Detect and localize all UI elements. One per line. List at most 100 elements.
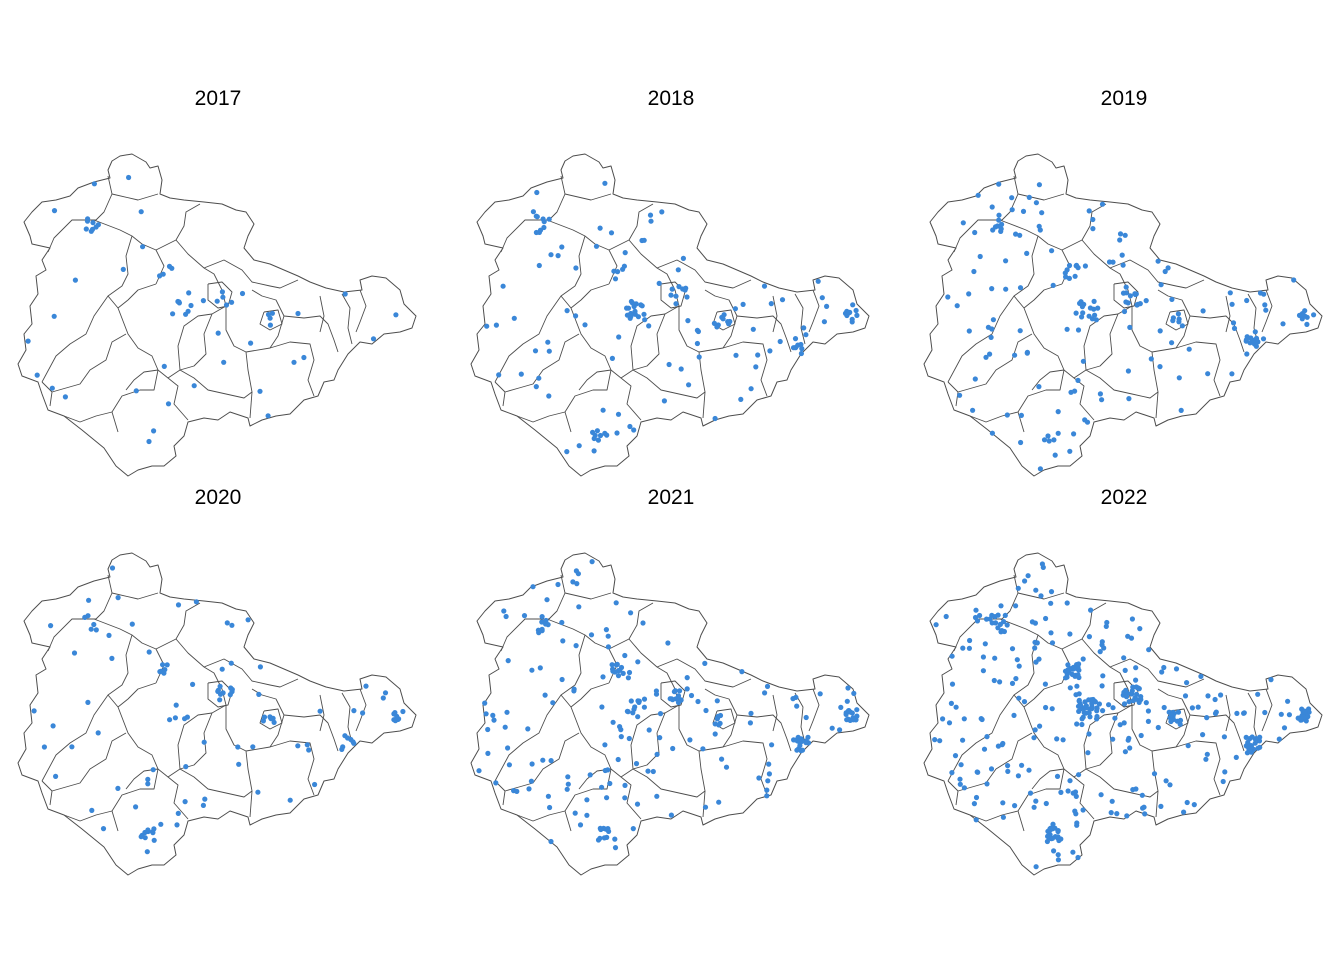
location-point <box>750 326 756 332</box>
location-point <box>1017 232 1023 238</box>
location-point <box>530 584 536 590</box>
district-boundary <box>203 658 299 688</box>
location-point <box>151 428 157 434</box>
location-point <box>668 812 674 818</box>
location-point <box>838 704 844 710</box>
district-boundary <box>177 313 213 371</box>
location-point <box>762 690 768 696</box>
location-point <box>849 316 855 322</box>
location-point <box>564 449 570 455</box>
location-point <box>966 645 972 651</box>
location-point <box>1127 324 1133 330</box>
location-point <box>1055 857 1061 863</box>
location-point <box>485 726 491 733</box>
location-point <box>217 697 223 703</box>
location-point <box>1045 433 1051 439</box>
location-point <box>576 604 582 610</box>
location-point <box>1036 182 1042 188</box>
location-point <box>630 826 636 832</box>
location-point <box>1067 448 1073 454</box>
district-boundary <box>155 249 165 285</box>
location-point <box>151 837 157 843</box>
location-point <box>854 713 860 719</box>
location-point <box>228 660 234 666</box>
location-point <box>990 317 996 323</box>
location-point <box>1110 736 1116 742</box>
location-point <box>687 737 693 743</box>
location-point <box>620 266 626 272</box>
location-point <box>610 666 616 672</box>
location-point <box>765 778 771 784</box>
location-point <box>219 289 225 295</box>
location-point <box>638 302 644 308</box>
location-point <box>540 757 546 763</box>
district-boundary <box>117 283 157 309</box>
location-point <box>1073 310 1079 316</box>
location-point <box>998 226 1004 232</box>
location-point <box>186 290 192 296</box>
location-point <box>725 319 731 325</box>
location-point <box>1155 724 1161 731</box>
location-point <box>1034 640 1040 646</box>
location-point <box>265 311 272 318</box>
district-boundary <box>632 705 706 798</box>
location-point <box>31 708 37 714</box>
location-point <box>628 698 634 704</box>
location-point <box>1033 798 1039 804</box>
state-outline <box>470 552 870 876</box>
location-point <box>1044 838 1050 845</box>
location-point <box>622 652 628 659</box>
district-boundary <box>620 377 642 421</box>
location-point <box>1060 737 1066 743</box>
district-boundary <box>355 289 367 333</box>
location-point <box>91 181 97 187</box>
location-point <box>684 675 690 681</box>
location-point <box>991 677 997 684</box>
location-point <box>996 212 1002 218</box>
location-point <box>666 361 672 368</box>
location-point <box>1067 631 1073 637</box>
location-point <box>1133 291 1139 297</box>
district-boundary <box>111 193 159 201</box>
location-point <box>1055 409 1061 415</box>
location-point <box>493 780 499 786</box>
district-boundary <box>504 732 580 792</box>
location-point <box>803 332 809 338</box>
location-point <box>1075 672 1081 678</box>
location-point <box>140 244 146 250</box>
location-point <box>248 340 254 346</box>
location-point <box>86 597 92 603</box>
location-point <box>997 679 1003 685</box>
location-point <box>1026 767 1032 773</box>
location-point <box>1087 714 1093 720</box>
location-point <box>989 430 995 436</box>
location-point <box>817 691 823 697</box>
location-point <box>1151 771 1158 777</box>
location-point <box>1204 751 1210 757</box>
location-point <box>640 620 646 626</box>
location-point <box>1304 321 1310 327</box>
district-boundary <box>947 634 1039 782</box>
location-point <box>174 822 180 828</box>
location-point <box>265 413 271 419</box>
location-point <box>989 204 995 210</box>
location-point <box>678 366 684 372</box>
location-point <box>654 793 660 799</box>
location-point <box>647 212 654 218</box>
location-point <box>803 740 809 746</box>
district-boundary <box>249 391 253 419</box>
location-point <box>529 667 535 673</box>
location-point <box>301 354 307 361</box>
location-point <box>684 294 690 300</box>
location-point <box>1088 607 1094 613</box>
location-point <box>1021 699 1028 705</box>
location-point <box>622 782 628 788</box>
location-point <box>974 618 981 624</box>
location-point <box>678 697 684 703</box>
location-point <box>546 348 552 354</box>
map-panel-2022: 2022 <box>914 485 1334 876</box>
location-point <box>694 340 700 347</box>
location-point <box>1125 368 1131 374</box>
location-point <box>1055 852 1061 858</box>
location-point <box>1170 315 1176 321</box>
